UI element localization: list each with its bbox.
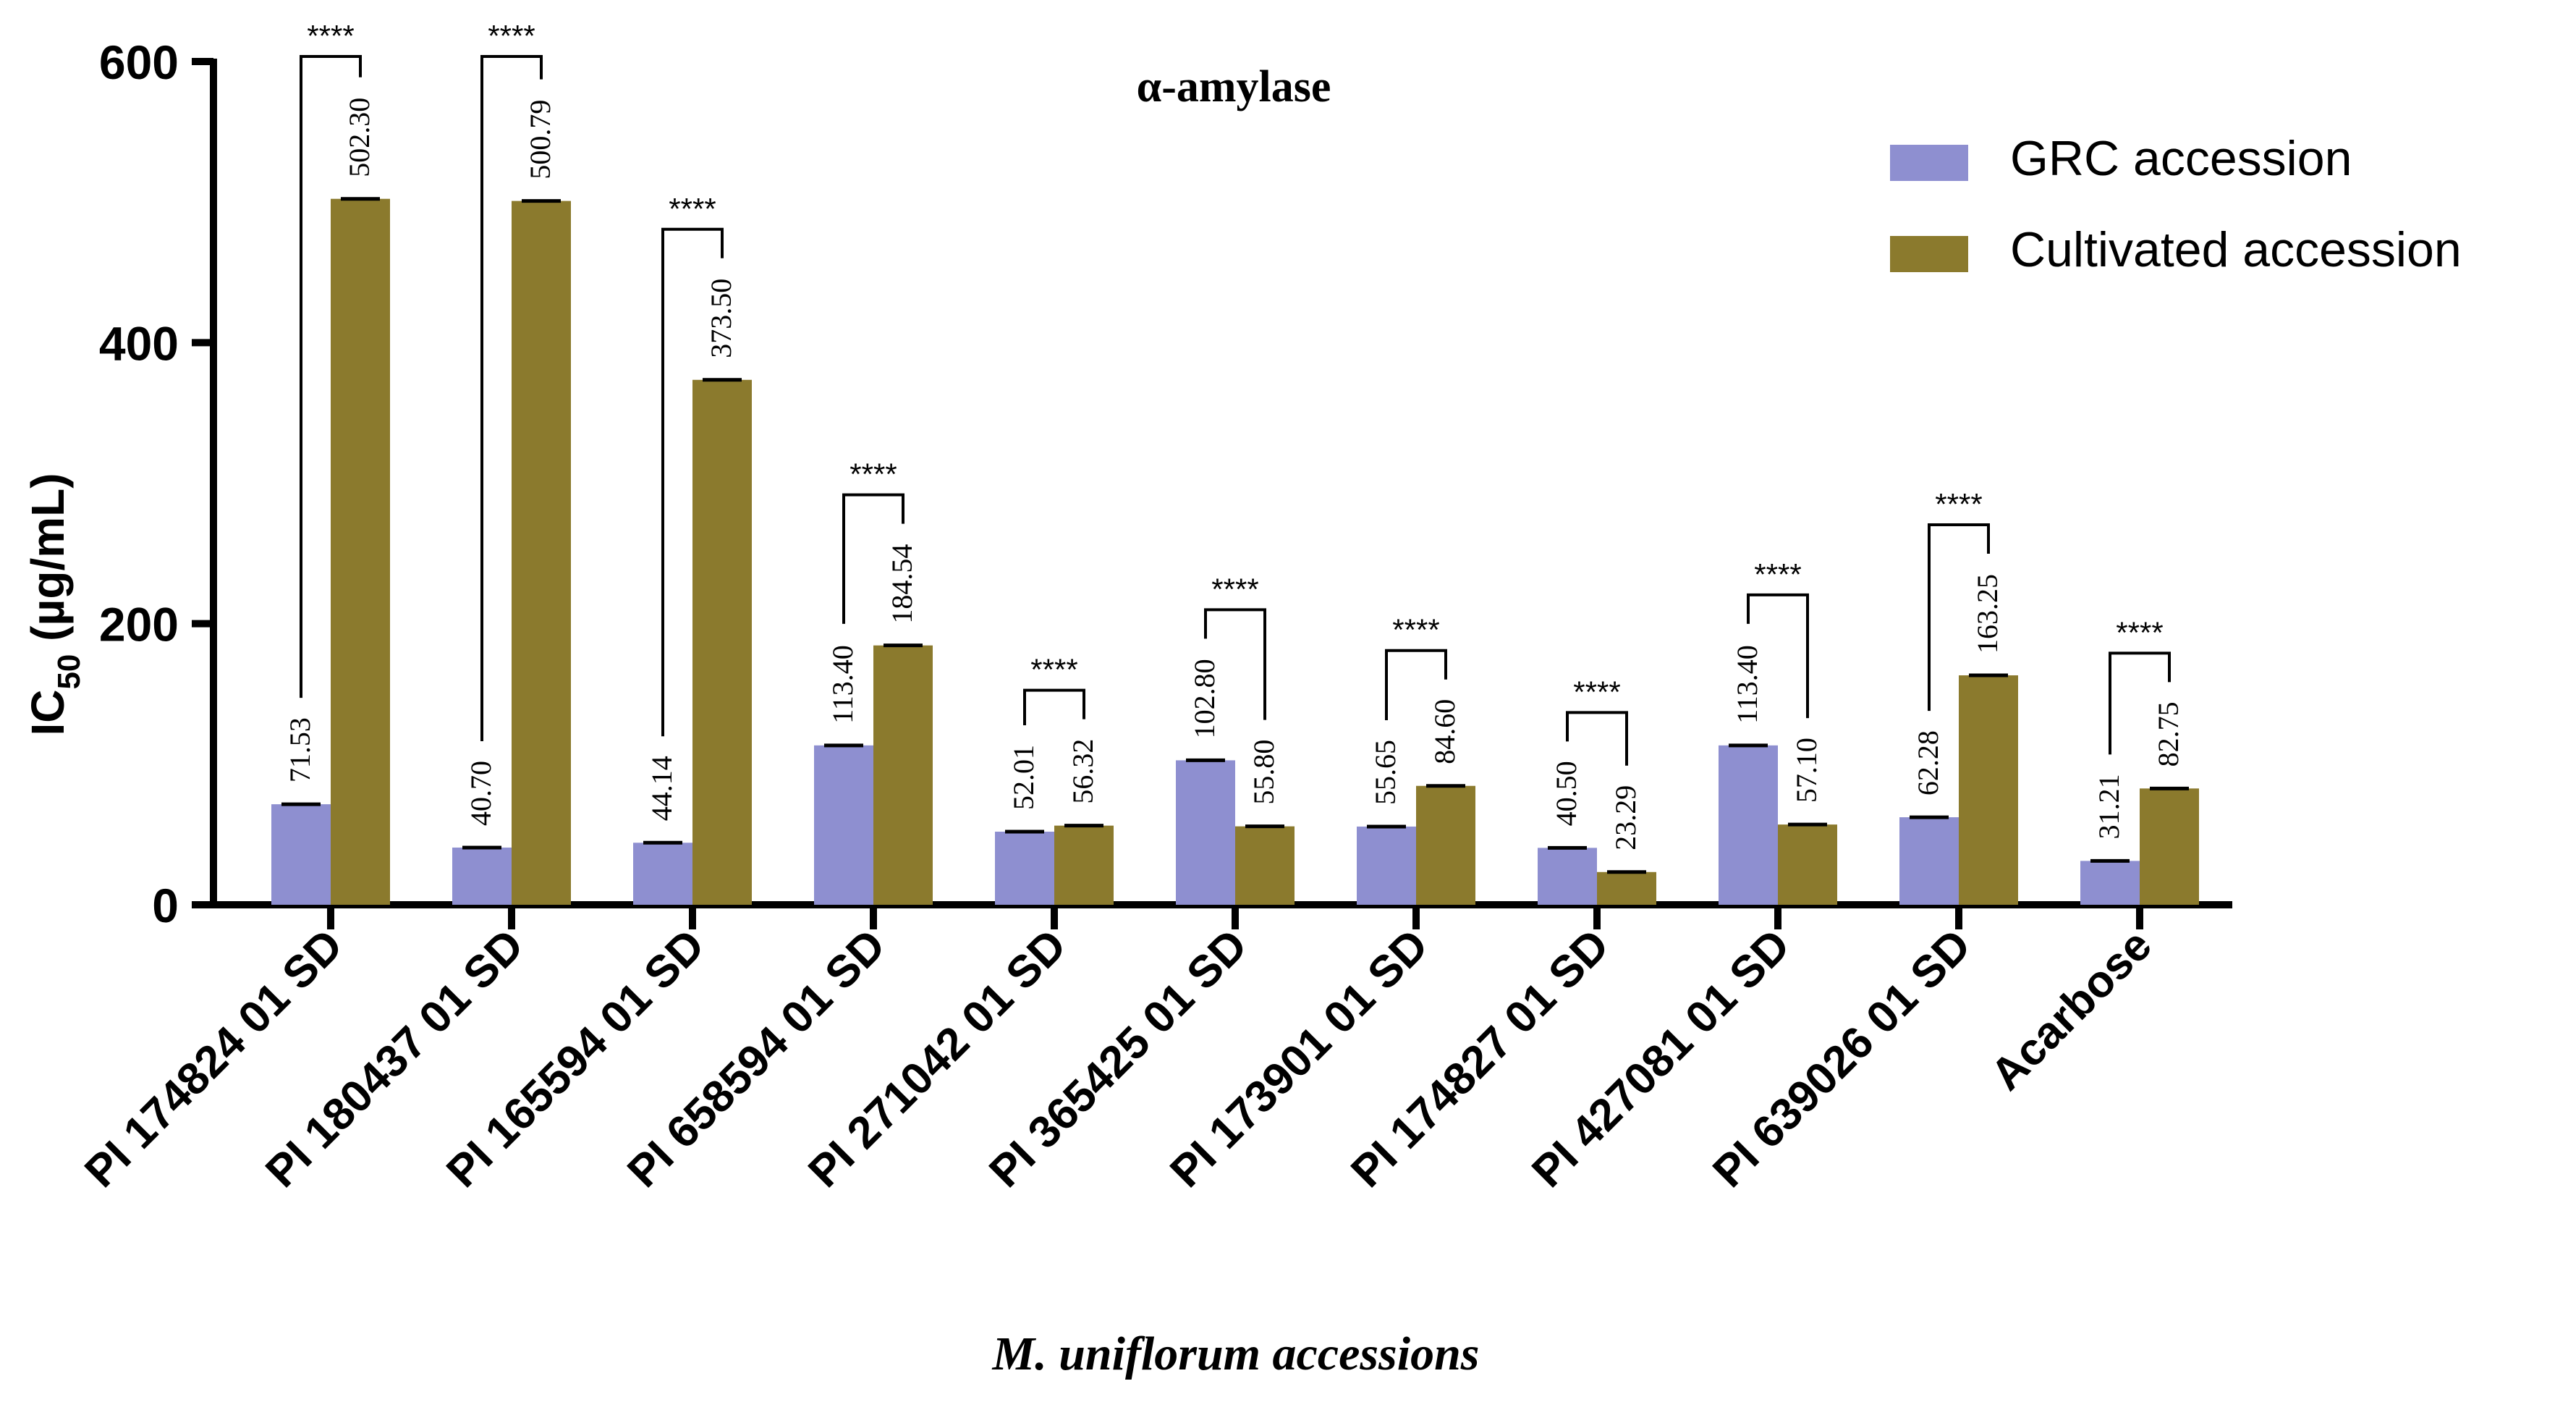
data-label: 502.30 [343, 98, 376, 177]
significance-marker: **** [2116, 615, 2163, 649]
bar-cultivated [1597, 871, 1656, 905]
data-label: 23.29 [1609, 785, 1642, 850]
data-labels: 71.53 502.30 40.70 500.79 44.14 373.50 113.40 1… [284, 98, 2185, 850]
bar-cultivated [331, 198, 390, 905]
bar-grc [1899, 817, 1959, 905]
bar-grc [271, 804, 331, 905]
significance-marker: **** [1754, 557, 1801, 591]
data-label: 57.10 [1790, 738, 1823, 803]
bar-grc [452, 847, 512, 905]
significance-bracket [1566, 711, 1628, 766]
legend-label-grc: GRC accession [2010, 131, 2352, 186]
legend-label-cultivated: Cultivated accession [2010, 222, 2462, 277]
bar-grc [1357, 826, 1416, 905]
significance-bracket [300, 55, 362, 698]
bar-cultivated [512, 200, 571, 905]
data-label: 44.14 [645, 756, 678, 821]
significance-bracket [480, 55, 543, 741]
significance-brackets: **** **** **** **** **** **** **** **** **** ****… [300, 19, 2171, 766]
bar-cultivated [1054, 825, 1114, 905]
significance-bracket [1747, 593, 1809, 719]
legend: GRC accession Cultivated accession [1890, 131, 2462, 277]
data-label: 55.80 [1247, 740, 1280, 805]
significance-bracket [1385, 649, 1447, 720]
bar-grc [814, 745, 873, 905]
significance-marker: **** [669, 192, 716, 226]
legend-swatch-cultivated [1890, 236, 1968, 272]
bar-grc [1176, 760, 1235, 905]
bar-cultivated [692, 379, 752, 905]
data-label: 102.80 [1188, 659, 1221, 738]
data-label: 56.32 [1067, 739, 1099, 804]
significance-marker: **** [1573, 675, 1620, 709]
bar-cultivated [1235, 826, 1295, 905]
significance-marker: **** [1030, 653, 1077, 687]
bar-grc [633, 843, 692, 905]
data-label: 52.01 [1007, 745, 1040, 810]
bar-grc [2080, 861, 2140, 905]
bar-cultivated [873, 645, 933, 905]
data-label: 71.53 [284, 717, 316, 782]
bar-cultivated [2140, 788, 2199, 905]
data-label: 184.54 [886, 544, 918, 624]
significance-marker: **** [1935, 487, 1982, 521]
y-tick-label: 400 [99, 316, 179, 370]
significance-marker: **** [488, 19, 535, 53]
bar-cultivated [1959, 675, 2018, 905]
data-label: 82.75 [2152, 701, 2185, 767]
data-label: 40.70 [465, 761, 497, 826]
data-label: 373.50 [705, 279, 737, 358]
significance-marker: **** [307, 19, 354, 53]
bar-cultivated [1416, 785, 1475, 905]
data-label: 55.65 [1369, 740, 1402, 805]
y-tick-label: 600 [99, 35, 179, 89]
significance-bracket [1204, 608, 1266, 720]
data-label: 62.28 [1912, 730, 1944, 795]
significance-bracket [2109, 651, 2171, 755]
bar-grc [1538, 848, 1597, 905]
significance-bracket [661, 227, 724, 737]
x-axis-label: M. uniflorum accessions [992, 1327, 1480, 1380]
significance-marker: **** [1392, 613, 1439, 647]
significance-bracket [1928, 523, 1990, 712]
data-label: 113.40 [826, 645, 859, 724]
y-axis-label: IC50 (µg/mL) [22, 473, 87, 735]
data-label: 113.40 [1731, 645, 1763, 724]
bars [271, 197, 2199, 905]
chart-title: α-amylase [1137, 62, 1331, 111]
bar-cultivated [1778, 824, 1837, 905]
significance-marker: **** [850, 457, 897, 491]
y-tick-label: 200 [99, 598, 179, 651]
bar-grc [1719, 745, 1778, 905]
significance-bracket [1023, 688, 1085, 726]
bar-grc [995, 832, 1054, 905]
data-label: 163.25 [1971, 574, 2004, 654]
data-label: 31.21 [2093, 774, 2125, 839]
x-tick-label: Acarbose [1981, 920, 2161, 1100]
y-tick-label: 0 [152, 879, 179, 932]
significance-marker: **** [1211, 572, 1258, 606]
significance-bracket [842, 493, 904, 624]
data-label: 40.50 [1550, 761, 1583, 826]
data-label: 500.79 [524, 100, 556, 180]
legend-swatch-grc [1890, 145, 1968, 181]
data-label: 84.60 [1428, 699, 1461, 764]
